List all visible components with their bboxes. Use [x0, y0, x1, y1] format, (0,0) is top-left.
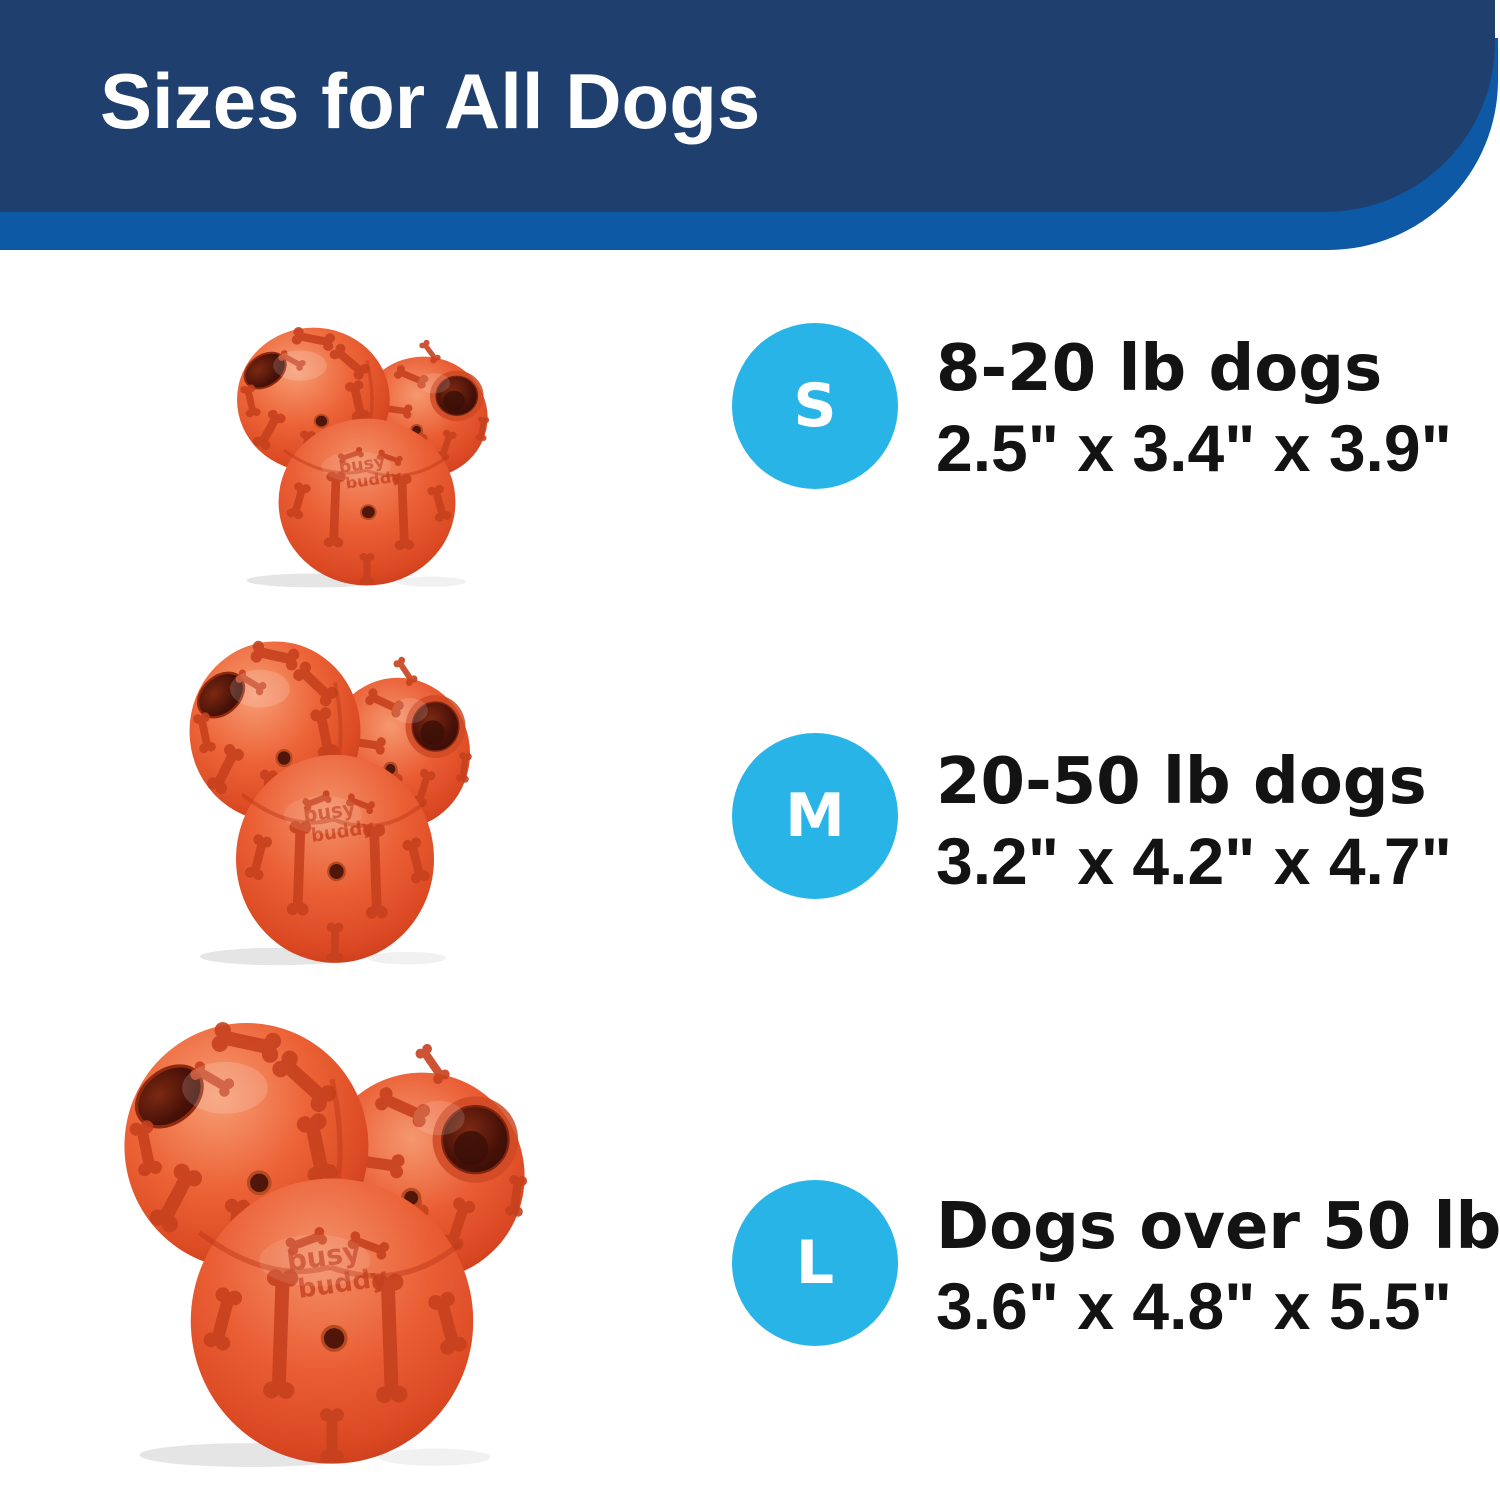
size-badge-large-label: L	[795, 1228, 835, 1298]
size-badge-large: L	[732, 1180, 898, 1346]
dimensions-medium: 3.2" x 4.2" x 4.7"	[936, 824, 1452, 898]
page-title: Sizes for All Dogs	[100, 57, 761, 145]
toy-photo-large	[118, 1010, 546, 1468]
size-badge-small-label: S	[793, 371, 837, 441]
toy-photo-small	[233, 320, 501, 588]
header-banner: Sizes for All Dogs	[0, 0, 1500, 260]
size-info-small: 8-20 lb dogs 2.5" x 3.4" x 3.9"	[936, 330, 1452, 483]
dimensions-large: 3.6" x 4.8" x 5.5"	[936, 1269, 1452, 1343]
size-badge-medium-label: M	[785, 781, 845, 851]
weight-range-large: Dogs over 50 lb	[936, 1190, 1500, 1264]
toy-photo-medium	[185, 632, 485, 966]
size-badge-small: S	[732, 323, 898, 489]
size-info-medium: 20-50 lb dogs 3.2" x 4.2" x 4.7"	[936, 743, 1452, 896]
header-banner-main	[0, 0, 1495, 212]
weight-range-medium: 20-50 lb dogs	[936, 745, 1427, 819]
dimensions-small: 2.5" x 3.4" x 3.9"	[936, 411, 1452, 485]
size-info-large: Dogs over 50 lb 3.6" x 4.8" x 5.5"	[936, 1188, 1500, 1341]
size-badge-medium: M	[732, 733, 898, 899]
weight-range-small: 8-20 lb dogs	[936, 332, 1383, 406]
